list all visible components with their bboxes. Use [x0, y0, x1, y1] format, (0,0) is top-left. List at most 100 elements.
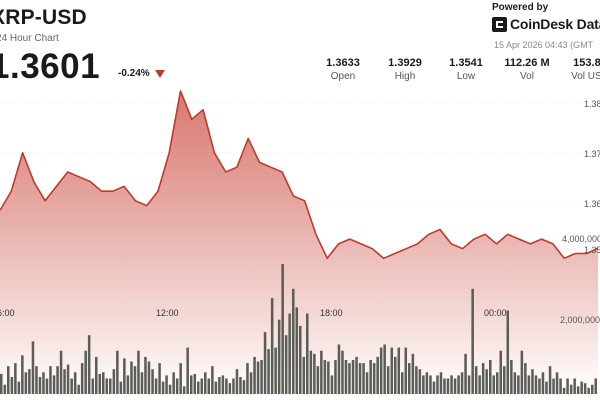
stat-open: 1.3633 Open: [318, 56, 368, 84]
volume-bar: [485, 369, 488, 394]
timestamp: 15 Apr 2026 04:43 (GMT: [494, 40, 594, 50]
volume-bar: [401, 372, 404, 394]
volume-bar: [566, 378, 569, 394]
price-area: [0, 91, 598, 394]
powered-by-label: Powered by: [492, 2, 549, 13]
volume-bar: [541, 372, 545, 394]
volume-bar: [569, 384, 573, 394]
volume-bar: [531, 369, 534, 394]
volume-bar: [218, 377, 221, 394]
volume-bar: [467, 375, 471, 394]
volume-bar: [77, 384, 80, 394]
volume-bar: [182, 386, 186, 394]
stat-value: 153.82: [573, 57, 600, 69]
time-tick-label: 00:00: [484, 308, 507, 318]
volume-bar: [295, 307, 299, 394]
volume-bar: [337, 344, 341, 394]
volume-bar: [235, 369, 239, 394]
volume-bar: [112, 369, 116, 394]
stat-value: 1.3541: [449, 57, 483, 69]
volume-bar: [372, 363, 376, 394]
volume-bar: [137, 350, 140, 394]
volume-bar: [460, 372, 464, 394]
coindesk-logo-icon: [492, 16, 507, 32]
brand[interactable]: CoinDesk Data: [492, 16, 600, 32]
volume-bar: [302, 356, 306, 394]
volume-bar: [499, 350, 503, 394]
volume-bar: [228, 383, 232, 394]
volume-bar: [109, 378, 112, 394]
brand-name: CoinDesk Data: [510, 16, 600, 32]
volume-bar: [591, 384, 594, 394]
volume-bar: [211, 366, 214, 394]
volume-bar: [524, 363, 527, 394]
volume-bar: [327, 361, 330, 394]
price-tick-label: 1.37: [584, 149, 600, 159]
stat-value: 1.3633: [326, 57, 360, 69]
stat-label: High: [394, 71, 416, 82]
volume-bar: [288, 313, 291, 394]
volume-bar: [362, 363, 365, 394]
volume-bar: [175, 378, 179, 394]
volume-bar: [123, 358, 126, 394]
volume-bar: [513, 372, 517, 394]
y-axis-labels: 1.38 1.37 1.36 1.354,000,000 2,000,000: [560, 99, 600, 325]
price-change: -0.24%: [118, 68, 150, 79]
volume-bar: [52, 375, 56, 394]
volume-bar: [457, 375, 460, 394]
stat-value: 112.26 M: [504, 57, 550, 69]
volume-bar: [292, 288, 295, 394]
volume-bar: [376, 356, 379, 394]
volume-bar: [126, 375, 130, 394]
volume-bar: [404, 347, 408, 394]
volume-bar: [10, 377, 14, 394]
stat-vol: 112.26 M Vol: [499, 56, 555, 84]
volume-bar: [193, 373, 197, 394]
stat-label: Vol: [520, 71, 534, 82]
stat-value: 1.3929: [388, 57, 422, 69]
volume-bar: [277, 319, 281, 394]
price-line-group: [0, 90, 599, 260]
volume-bar: [496, 372, 499, 394]
volume-tick-label: 2,000,000: [560, 315, 600, 325]
volume-bar: [355, 356, 358, 394]
price-tick-label: 1.35: [584, 245, 600, 255]
stat-high: 1.3929 High: [380, 56, 430, 84]
volume-bar: [263, 332, 267, 394]
volume-bar: [538, 378, 541, 394]
volume-bar: [3, 384, 7, 394]
volume-bar: [422, 375, 425, 394]
volume-bar: [394, 356, 397, 394]
time-tick-label: 18:00: [320, 308, 343, 318]
volume-bar: [70, 378, 73, 394]
volume-bar: [246, 363, 249, 394]
volume-bar: [87, 335, 91, 394]
price-tick-label: 1.38: [584, 99, 600, 109]
volume-bar: [534, 375, 538, 394]
stat-label: Low: [456, 71, 476, 82]
volume-bar: [323, 360, 327, 394]
volume-bar: [0, 373, 3, 394]
volume-bar: [306, 313, 309, 394]
volume-bar: [446, 378, 450, 394]
volume-bar: [102, 372, 105, 394]
volume-bar: [358, 363, 362, 394]
volume-bar: [552, 378, 555, 394]
volume-bar: [573, 378, 576, 394]
x-axis-labels: 06:00 12:00 18:00 00:00: [0, 308, 507, 318]
pair-title: XRP-USD: [0, 6, 87, 29]
chart-subtitle: 24 Hour Chart: [0, 33, 59, 44]
volume-bar: [221, 375, 225, 394]
volume-bar: [316, 366, 320, 394]
stat-label: Open: [330, 71, 356, 82]
current-price: 1.3601: [0, 47, 101, 86]
price-tick-label: 1.36: [584, 199, 600, 209]
volume-bar: [386, 366, 390, 394]
volume-bar: [14, 363, 17, 394]
volume-bar: [151, 369, 154, 394]
stat-vol-usd: 153.82 Vol USD: [560, 56, 600, 84]
volume-bar: [555, 372, 559, 394]
volume-bar: [38, 377, 42, 394]
volume-bar: [594, 378, 598, 394]
